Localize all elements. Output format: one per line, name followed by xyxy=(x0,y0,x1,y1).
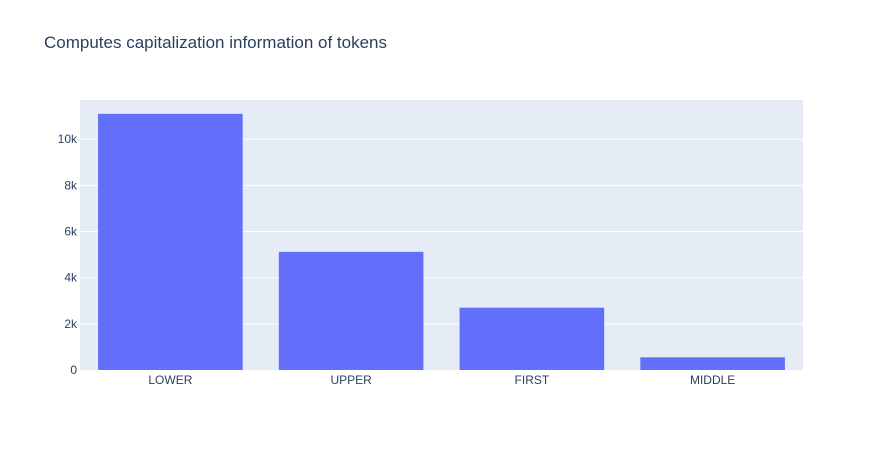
bar-upper[interactable] xyxy=(278,251,424,370)
x-tick-label: MIDDLE xyxy=(690,373,735,387)
y-tick-label: 4k xyxy=(64,271,78,285)
bar-lower[interactable] xyxy=(98,113,243,370)
bar-middle[interactable] xyxy=(640,357,785,370)
bar-first[interactable] xyxy=(459,307,605,370)
chart-title: Computes capitalization information of t… xyxy=(44,33,388,52)
x-tick-label: UPPER xyxy=(330,373,372,387)
bars xyxy=(98,113,785,370)
y-axis-ticks: 0 2k 4k 6k 8k 10k xyxy=(58,132,78,377)
y-tick-label: 0 xyxy=(70,363,77,377)
y-tick-label: 2k xyxy=(64,317,78,331)
x-tick-label: LOWER xyxy=(148,373,192,387)
y-tick-label: 6k xyxy=(64,225,78,239)
y-tick-label: 10k xyxy=(58,132,78,146)
y-tick-label: 8k xyxy=(64,178,78,192)
x-tick-label: FIRST xyxy=(515,373,550,387)
x-axis-ticks: LOWER UPPER FIRST MIDDLE xyxy=(148,373,735,387)
